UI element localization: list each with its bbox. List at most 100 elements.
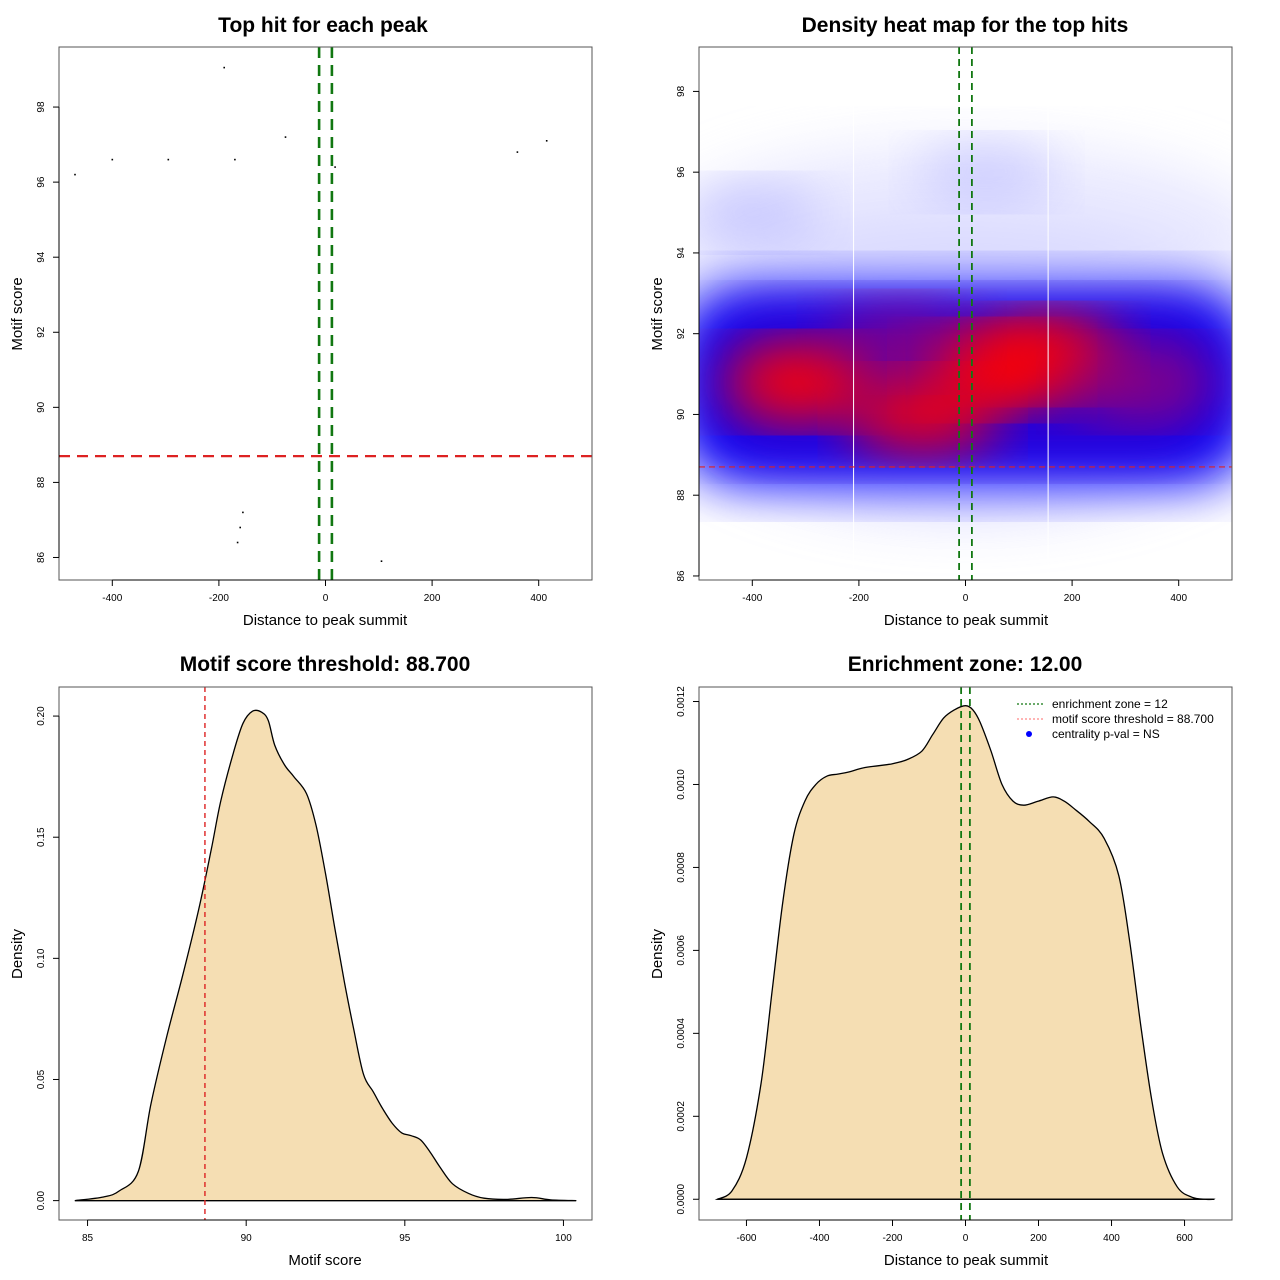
position-density-panel: Enrichment zone: 12.00 -600 -400 -200 0 200 4…: [649, 653, 1233, 1269]
x-tick-label: 200: [1064, 593, 1081, 604]
legend-centrality-label: centrality p-val = NS: [1052, 727, 1160, 741]
scatter-point: [242, 511, 244, 514]
x-tick-label: 85: [82, 1233, 94, 1244]
x-tick-label: -200: [849, 593, 869, 604]
x-tick-label: -600: [736, 1233, 756, 1244]
score-density-x-label: Motif score: [288, 1252, 361, 1269]
position-density-y-axis: 0.0000 0.0002 0.0004 0.0006 0.0008 0.0010 0.00…: [676, 686, 700, 1215]
y-tick-label: 0.0012: [676, 686, 687, 717]
y-tick-label: 96: [676, 166, 687, 178]
y-tick-label: 98: [36, 101, 47, 113]
position-density-y-label: Density: [649, 928, 666, 979]
scatter-point: [284, 136, 287, 138]
y-tick-label: 94: [676, 247, 687, 259]
position-density-title: Enrichment zone: 12.00: [848, 653, 1083, 676]
scatter-reference-lines: [59, 47, 592, 580]
scatter-point: [239, 526, 241, 529]
y-tick-label: 88: [676, 489, 687, 501]
enrichment-zone-lines: [960, 687, 971, 1220]
legend: enrichment zone = 12 motif score thresho…: [1017, 697, 1214, 741]
y-tick-label: 90: [36, 401, 47, 413]
x-tick-label: 400: [530, 593, 547, 604]
heatmap-x-label: Distance to peak summit: [884, 612, 1049, 629]
scatter-points: [74, 66, 548, 562]
scatter-point: [234, 158, 236, 161]
y-tick-label: 96: [36, 176, 47, 188]
y-tick-label: 0.05: [36, 1069, 47, 1089]
heatmap-panel: Density heat map for the top hits -400 -2…: [649, 14, 1233, 629]
y-tick-label: 0.0000: [676, 1184, 687, 1215]
x-tick-label: 0: [963, 593, 969, 604]
heatmap-y-axis: 86 88 90 92 94 96 98: [676, 85, 700, 582]
position-density-x-axis: -600 -400 -200 0 200 400 600: [736, 1219, 1193, 1244]
position-density-x-label: Distance to peak summit: [884, 1252, 1049, 1269]
scatter-x-label: Distance to peak summit: [243, 612, 408, 629]
x-tick-label: 90: [241, 1233, 253, 1244]
scatter-point: [167, 158, 170, 161]
score-density-y-axis: 0.00 0.05 0.10 0.15 0.20: [36, 706, 60, 1210]
scatter-point: [380, 560, 383, 562]
y-tick-label: 90: [676, 408, 687, 420]
x-tick-label: 400: [1103, 1233, 1120, 1244]
x-tick-label: 200: [1030, 1233, 1047, 1244]
legend-centrality-dot-icon: [1026, 731, 1032, 737]
score-density-y-label: Density: [9, 928, 26, 979]
x-tick-label: -400: [809, 1233, 829, 1244]
x-tick-label: 0: [323, 593, 329, 604]
position-density-curve: [714, 705, 1216, 1201]
y-tick-label: 0.0004: [676, 1018, 687, 1049]
scatter-y-axis: 86 88 90 92 94 96 98: [36, 101, 60, 563]
density-blob: [699, 182, 823, 243]
y-tick-label: 0.15: [36, 827, 47, 847]
x-tick-label: -200: [882, 1233, 902, 1244]
x-tick-label: 95: [399, 1233, 411, 1244]
x-tick-label: -200: [209, 593, 229, 604]
y-tick-label: 92: [36, 326, 47, 338]
scatter-point: [334, 166, 336, 168]
score-density-curve: [74, 709, 577, 1202]
y-tick-label: 0.0002: [676, 1101, 687, 1132]
scatter-panel: Top hit for each peak -400 -200 0 200 400 86…: [9, 14, 593, 629]
heatmap-title: Density heat map for the top hits: [802, 14, 1129, 37]
density-blob: [725, 344, 876, 421]
y-tick-label: 0.10: [36, 948, 47, 968]
density-blob: [1066, 344, 1217, 421]
y-tick-label: 92: [676, 328, 687, 340]
score-density-title: Motif score threshold: 88.700: [180, 653, 471, 676]
x-tick-label: 400: [1170, 593, 1187, 604]
y-tick-label: 98: [676, 85, 687, 97]
scatter-point: [223, 66, 225, 69]
heatmap-area: [699, 47, 1232, 580]
x-tick-label: 200: [424, 593, 441, 604]
scatter-point: [545, 140, 548, 142]
scatter-point: [516, 151, 519, 153]
legend-enrichment-zone-label: enrichment zone = 12: [1052, 697, 1168, 711]
scatter-point: [236, 541, 239, 544]
x-tick-label: -400: [102, 593, 122, 604]
scatter-y-label: Motif score: [9, 277, 26, 350]
y-tick-label: 0.0006: [676, 935, 687, 966]
y-tick-label: 0.0010: [676, 769, 687, 800]
y-tick-label: 94: [36, 251, 47, 263]
y-tick-label: 0.20: [36, 706, 47, 726]
x-tick-label: 600: [1176, 1233, 1193, 1244]
scatter-title: Top hit for each peak: [218, 14, 428, 37]
y-tick-label: 86: [36, 551, 47, 563]
y-tick-label: 0.0008: [676, 852, 687, 883]
heatmap-density: [699, 142, 1232, 516]
y-tick-label: 88: [36, 476, 47, 488]
density-halo: [699, 142, 1232, 323]
y-tick-label: 86: [676, 570, 687, 582]
scatter-point: [111, 158, 114, 161]
scatter-point: [74, 173, 76, 176]
score-density-x-axis: 85 90 95 100: [82, 1219, 572, 1244]
score-density-panel: Motif score threshold: 88.700 85 90 95 100 …: [9, 653, 593, 1269]
x-tick-label: 100: [555, 1233, 572, 1244]
heatmap-y-label: Motif score: [649, 277, 666, 350]
x-tick-label: 0: [963, 1233, 969, 1244]
scatter-plot-box: [58, 46, 593, 581]
density-blob: [826, 303, 977, 380]
density-blob: [847, 376, 998, 453]
x-tick-label: -400: [742, 593, 762, 604]
